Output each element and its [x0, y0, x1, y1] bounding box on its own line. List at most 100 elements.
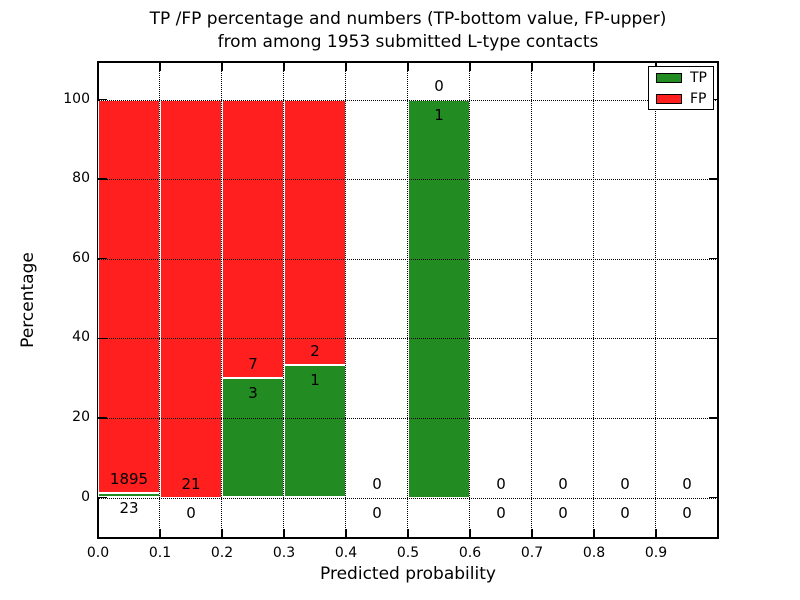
grid-line-vertical: [593, 62, 595, 538]
x-tick-label: 0.9: [644, 545, 668, 561]
legend-label-tp: TP: [690, 69, 707, 86]
bar-segment-tp: [284, 364, 346, 498]
grid-line-horizontal: [98, 497, 718, 499]
y-tick-label: 60: [72, 249, 90, 266]
grid-line-vertical: [655, 62, 657, 538]
plot-area: TP FP: [97, 61, 719, 539]
grid-line-horizontal: [98, 179, 718, 181]
x-axis-tick: [97, 529, 99, 538]
y-tick-label: 20: [72, 408, 90, 425]
annotation-tp-count: 23: [119, 498, 139, 517]
x-axis-tick-top: [221, 62, 223, 71]
x-tick-label: 0.7: [520, 545, 544, 561]
x-axis-label: Predicted probability: [320, 564, 496, 584]
x-axis-tick-top: [469, 62, 471, 71]
x-axis-tick: [593, 529, 595, 538]
y-tick-label: 100: [63, 90, 90, 107]
grid-line-vertical: [469, 62, 471, 538]
legend-swatch-tp-icon: [656, 72, 682, 83]
x-axis-tick: [159, 529, 161, 538]
x-axis-tick: [221, 529, 223, 538]
y-axis-tick-right: [709, 496, 718, 499]
annotation-tp-count: 0: [496, 503, 506, 522]
x-tick-label: 0.0: [86, 545, 110, 561]
x-tick-label: 0.5: [396, 545, 420, 561]
grid-line-horizontal: [98, 99, 718, 101]
y-axis-tick-right: [709, 257, 718, 260]
annotation-tp-count: 0: [372, 503, 382, 522]
annotation-fp-count: 2: [310, 341, 320, 360]
y-tick-label: 40: [72, 329, 90, 346]
grid-line-vertical: [159, 62, 161, 538]
annotation-tp-count: 1: [434, 105, 444, 124]
y-axis-tick-right: [709, 337, 718, 340]
x-axis-tick: [655, 529, 657, 538]
grid-line-vertical: [221, 62, 223, 538]
x-tick-label: 0.3: [272, 545, 296, 561]
grid-line-vertical: [283, 62, 285, 538]
annotation-fp-count: 21: [181, 474, 201, 493]
x-axis-tick: [283, 529, 285, 538]
annotation-fp-count: 0: [682, 474, 692, 493]
x-axis-tick-top: [593, 62, 595, 71]
x-axis-tick-top: [159, 62, 161, 71]
grid-line-horizontal: [98, 258, 718, 260]
x-axis-tick: [531, 529, 533, 538]
bar-segment-fp: [98, 99, 160, 493]
annotation-fp-count: 0: [558, 474, 568, 493]
x-tick-label: 0.8: [582, 545, 606, 561]
annotation-fp-count: 0: [620, 474, 630, 493]
legend-entry-tp: TP: [656, 70, 713, 86]
grid-line-horizontal: [98, 338, 718, 340]
annotation-fp-count: 7: [248, 355, 258, 374]
y-axis-tick: [98, 496, 107, 499]
annotation-fp-count: 0: [434, 76, 444, 95]
y-tick-label: 80: [72, 170, 90, 187]
annotation-tp-count: 1: [310, 370, 320, 389]
bar-segment-tp: [408, 99, 470, 498]
annotation-fp-count: 0: [372, 474, 382, 493]
grid-line-horizontal: [98, 417, 718, 419]
legend-label-fp: FP: [690, 90, 707, 107]
annotation-tp-count: 3: [248, 384, 258, 403]
x-axis-tick-top: [345, 62, 347, 71]
y-axis-tick: [98, 417, 107, 419]
annotation-fp-count: 1895: [109, 469, 149, 488]
x-axis-tick-top: [97, 62, 99, 71]
chart-title: TP /FP percentage and numbers (TP-bottom…: [98, 8, 718, 54]
annotation-fp-count: 0: [496, 474, 506, 493]
bar-segment-fp: [284, 99, 346, 365]
legend-swatch-fp-icon: [656, 93, 682, 104]
chart-title-line2: from among 1953 submitted L-type contact…: [217, 32, 599, 52]
grid-line-vertical: [345, 62, 347, 538]
y-axis-tick: [98, 337, 107, 340]
chart-title-line1: TP /FP percentage and numbers (TP-bottom…: [149, 9, 667, 29]
x-axis-tick-top: [283, 62, 285, 71]
x-tick-label: 0.2: [210, 545, 234, 561]
y-axis-label: Percentage: [18, 252, 38, 348]
x-axis-tick: [345, 529, 347, 538]
y-axis-tick: [98, 98, 107, 101]
y-axis-tick: [98, 257, 107, 260]
x-tick-label: 0.6: [458, 545, 482, 561]
grid-line-vertical: [531, 62, 533, 538]
y-tick-label: 0: [81, 488, 90, 505]
legend-entry-fp: FP: [656, 91, 713, 107]
y-axis-tick-right: [709, 178, 718, 180]
x-axis-tick: [407, 529, 409, 538]
annotation-tp-count: 0: [558, 503, 568, 522]
x-tick-label: 0.1: [148, 545, 172, 561]
y-axis-tick-right: [709, 417, 718, 419]
legend: TP FP: [648, 66, 714, 110]
annotation-tp-count: 0: [186, 503, 196, 522]
bar-segment-fp: [222, 99, 284, 379]
bar-segment-fp: [160, 99, 222, 498]
x-axis-tick: [469, 529, 471, 538]
y-axis-tick: [98, 178, 107, 180]
annotation-tp-count: 0: [620, 503, 630, 522]
x-axis-tick-top: [531, 62, 533, 71]
x-tick-label: 0.4: [334, 545, 358, 561]
annotation-tp-count: 0: [682, 503, 692, 522]
x-axis-tick-top: [407, 62, 409, 71]
